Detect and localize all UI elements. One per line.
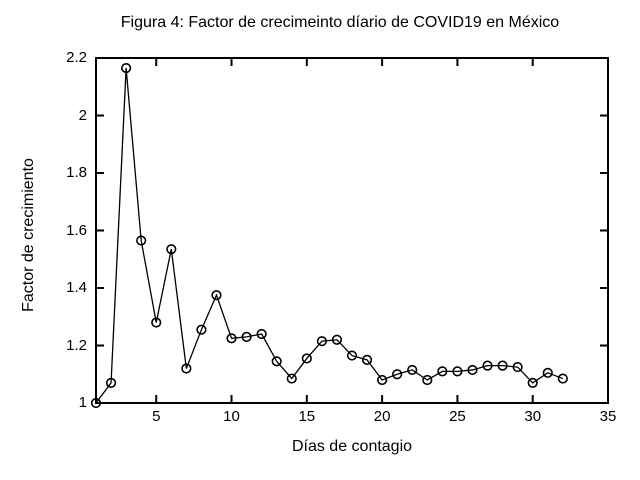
- data-point-marker: [121, 62, 132, 74]
- x-tick-label: 20: [373, 408, 391, 425]
- data-point-marker: [90, 397, 102, 409]
- data-point-marker: [497, 360, 508, 371]
- x-tick-label: 30: [524, 408, 542, 425]
- data-point-marker: [226, 333, 237, 344]
- data-point-marker: [407, 364, 418, 376]
- data-point-marker: [422, 374, 433, 386]
- data-point-marker: [361, 354, 373, 365]
- y-tick-label: 1.4: [66, 279, 87, 296]
- x-tick-label: 10: [223, 408, 240, 425]
- x-tick-label: 5: [152, 408, 161, 425]
- data-point-marker: [316, 336, 327, 347]
- data-point-marker: [241, 331, 252, 342]
- y-tick-label: 2: [78, 106, 87, 124]
- x-tick-label: 25: [449, 408, 466, 425]
- x-tick-label: 15: [298, 408, 316, 425]
- data-point-marker: [211, 290, 222, 301]
- data-point-marker: [437, 366, 448, 377]
- data-point-marker: [196, 324, 207, 335]
- data-point-marker: [392, 369, 403, 380]
- plot-border: [95, 57, 609, 404]
- y-tick-label: 1.6: [66, 221, 87, 239]
- data-point-marker: [151, 317, 162, 328]
- data-point-marker: [301, 353, 312, 364]
- data-point-marker: [331, 334, 343, 345]
- data-point-marker: [527, 377, 538, 388]
- data-point-marker: [512, 361, 523, 373]
- data-point-marker: [377, 374, 388, 386]
- data-point-marker: [166, 244, 177, 255]
- data-point-marker: [136, 235, 147, 246]
- data-point-marker: [271, 356, 282, 367]
- data-point-marker: [452, 366, 463, 377]
- y-tick-label: 1: [78, 394, 87, 411]
- data-point-marker: [105, 377, 117, 388]
- data-point-marker: [181, 363, 192, 374]
- y-tick-label: 1.8: [66, 164, 87, 181]
- data-point-marker: [542, 367, 553, 378]
- data-point-marker: [286, 373, 297, 384]
- chart-title: Figura 4: Factor de crecimeinto díario d…: [120, 14, 560, 31]
- y-tick-label: 1.2: [66, 336, 87, 354]
- data-point-marker: [346, 350, 358, 361]
- data-line: [95, 68, 564, 404]
- data-point-marker: [467, 364, 478, 376]
- y-tick-label: 2.2: [66, 49, 87, 66]
- data-point-marker: [256, 328, 267, 340]
- x-axis-label: Días de contagio: [291, 438, 413, 455]
- data-point-marker: [482, 360, 493, 371]
- x-tick-label: 35: [599, 408, 617, 425]
- data-point-marker: [557, 373, 568, 384]
